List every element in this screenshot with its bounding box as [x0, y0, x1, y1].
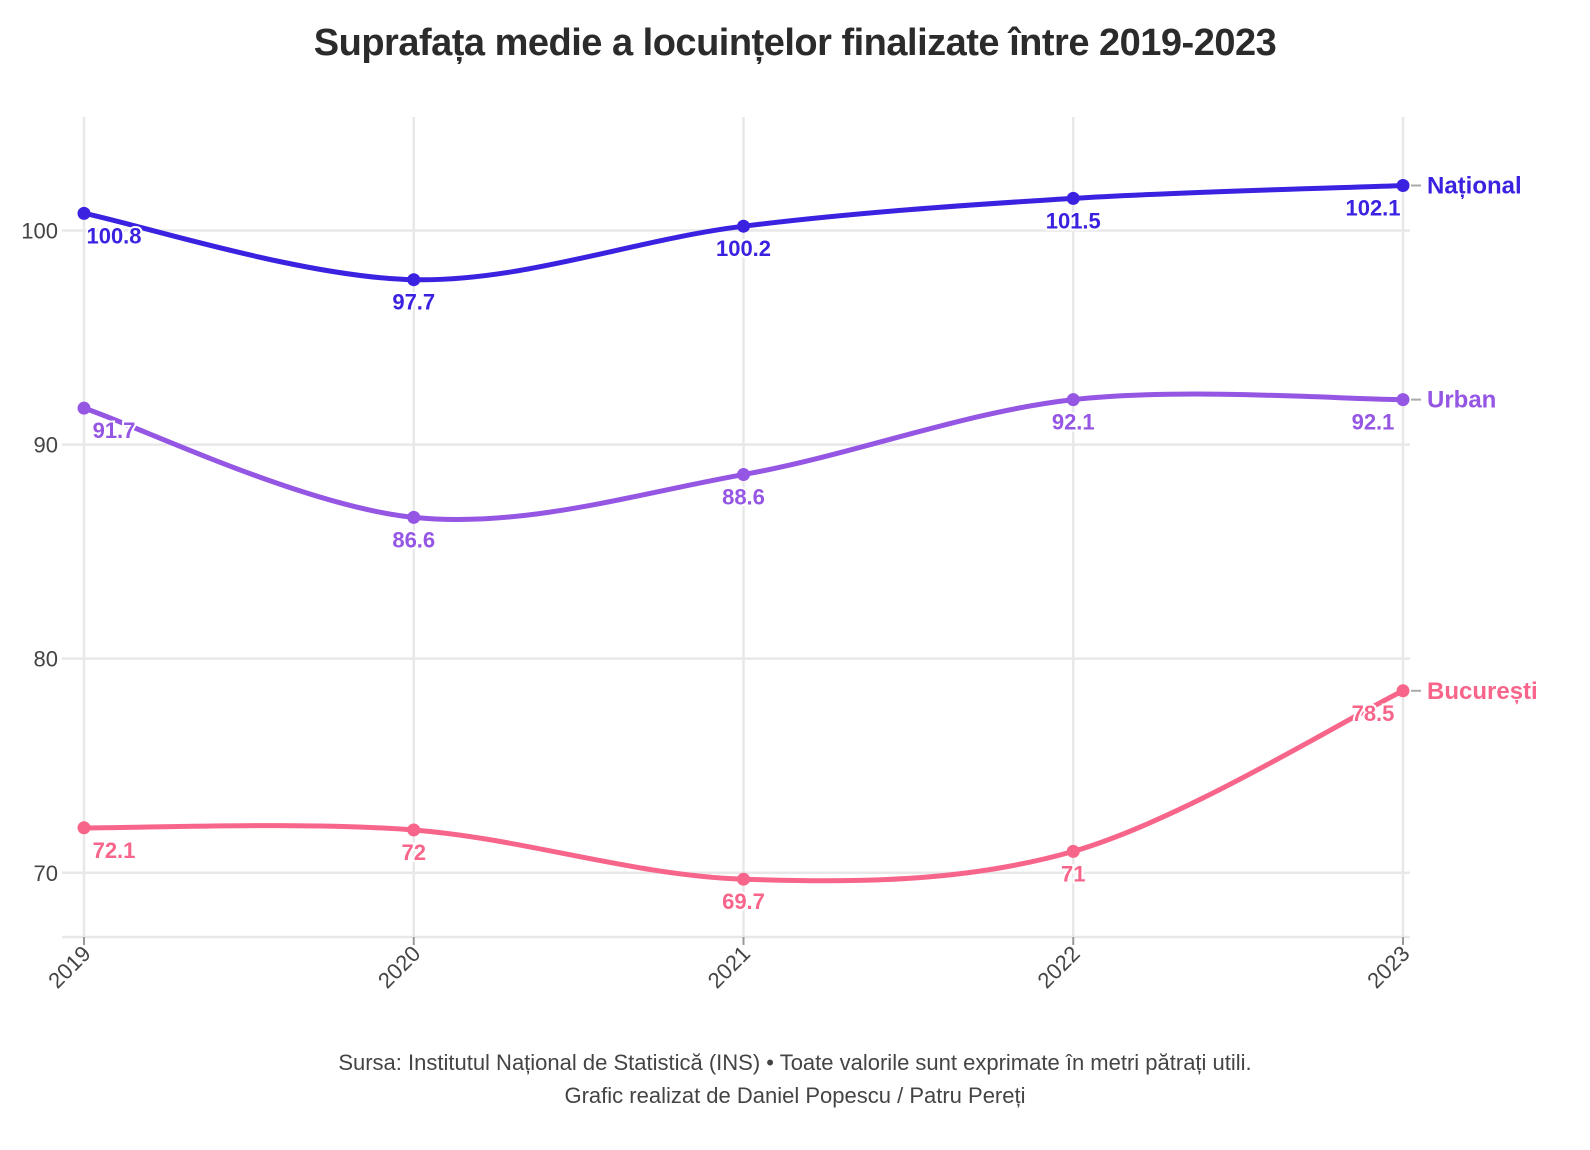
chart-title: Suprafața medie a locuințelor finalizate…	[313, 22, 1277, 64]
y-tick-label: 90	[34, 433, 58, 458]
data-point	[1066, 844, 1080, 858]
caption-source: Sursa: Institutul Național de Statistică…	[338, 1050, 1252, 1075]
data-point	[407, 510, 421, 524]
x-tick-label: 2019	[43, 941, 95, 993]
data-label: 71	[1061, 861, 1085, 886]
data-point	[737, 219, 750, 233]
data-point	[77, 821, 91, 835]
x-tick-label: 2020	[373, 941, 425, 993]
data-point	[1066, 393, 1080, 407]
y-tick-label: 70	[34, 861, 58, 886]
series-3: 72.1 72 69.7 71 78.5 București	[77, 678, 1538, 916]
data-label: 69.7	[722, 889, 765, 914]
data-point	[1066, 191, 1080, 205]
grid	[62, 117, 1410, 937]
data-point	[1396, 179, 1410, 193]
x-tick-label: 2021	[703, 941, 755, 993]
data-label: 92.1	[1052, 410, 1095, 435]
data-label: 101.5	[1046, 208, 1101, 233]
series-name-label: Național	[1427, 173, 1522, 200]
data-point	[1396, 684, 1410, 698]
data-point	[737, 872, 750, 886]
data-label: 100.2	[716, 236, 771, 261]
data-label: 102.1	[1345, 196, 1400, 221]
x-tick-label: 2023	[1362, 941, 1414, 993]
data-label: 78.5	[1352, 701, 1395, 726]
data-label: 100.8	[86, 223, 141, 248]
data-point	[1396, 393, 1410, 407]
data-point	[737, 468, 750, 482]
data-label: 97.7	[392, 290, 435, 315]
data-label: 88.6	[722, 485, 765, 510]
data-label: 92.1	[1352, 410, 1395, 435]
caption-credit: Grafic realizat de Daniel Popescu / Patr…	[564, 1083, 1026, 1108]
data-label: 91.7	[93, 418, 136, 443]
data-label: 86.6	[392, 527, 435, 552]
series-1: 100.8 97.7 100.2 101.5 102.1 Național	[77, 173, 1522, 317]
x-tick-label: 2022	[1032, 941, 1084, 993]
y-tick-label: 100	[21, 218, 58, 243]
data-label: 72	[402, 840, 426, 865]
data-label: 72.1	[93, 838, 136, 863]
series-name-label: Urban	[1427, 387, 1496, 414]
series-layer: 100.8 97.7 100.2 101.5 102.1 Național 91.7 86.6…	[77, 173, 1538, 916]
data-point	[77, 401, 91, 415]
data-point	[77, 206, 91, 220]
y-tick-label: 80	[34, 647, 58, 672]
series-name-label: București	[1427, 678, 1538, 705]
data-point	[407, 273, 421, 287]
series-2: 91.7 86.6 88.6 92.1 92.1 Urban	[77, 387, 1496, 554]
data-point	[407, 823, 421, 837]
